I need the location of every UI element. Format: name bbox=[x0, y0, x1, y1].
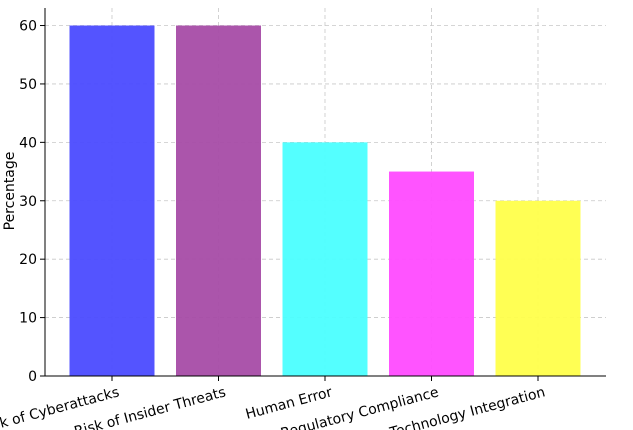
bar bbox=[282, 142, 368, 376]
y-tick-label: 20 bbox=[19, 252, 37, 268]
bar bbox=[69, 25, 155, 377]
y-tick-label: 50 bbox=[19, 77, 37, 93]
bar bbox=[176, 25, 261, 377]
y-tick-label: 10 bbox=[19, 311, 37, 327]
y-ticks: 0 10 20 30 40 50 60 bbox=[19, 19, 45, 385]
y-tick-label: 30 bbox=[19, 194, 37, 210]
y-tick-label: 0 bbox=[28, 369, 37, 385]
y-tick-label: 40 bbox=[19, 135, 37, 151]
y-tick-label: 60 bbox=[19, 19, 37, 35]
bars-layer bbox=[69, 25, 581, 377]
bar bbox=[495, 200, 581, 376]
bar bbox=[389, 171, 474, 376]
y-axis-label: Percentage bbox=[2, 152, 18, 231]
